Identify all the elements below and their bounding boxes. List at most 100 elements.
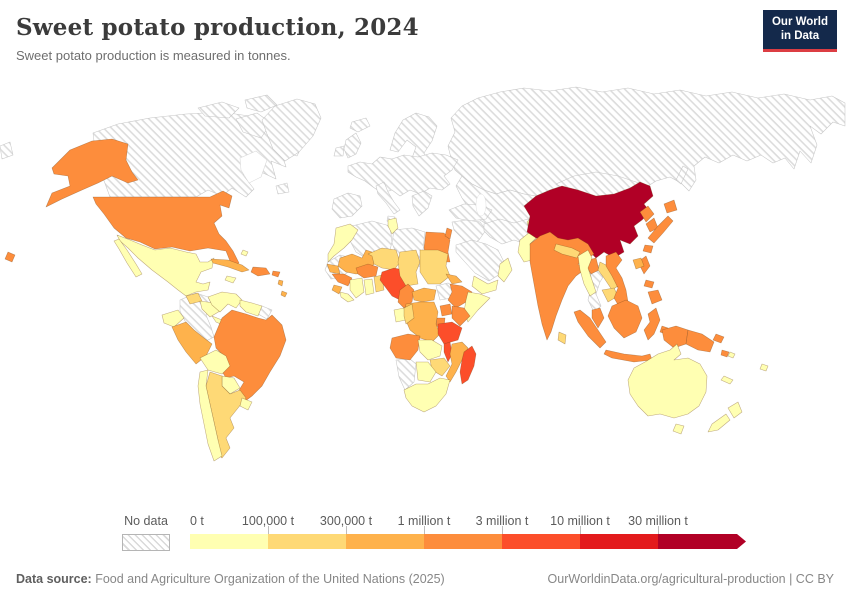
country-india[interactable] bbox=[529, 231, 595, 341]
country-morocco[interactable] bbox=[327, 223, 359, 263]
legend-no-data-swatch[interactable] bbox=[122, 534, 170, 551]
country-central-african-republic[interactable] bbox=[411, 287, 437, 303]
legend-segment-2[interactable] bbox=[268, 534, 347, 549]
country-papua-new-guinea[interactable] bbox=[685, 329, 715, 353]
country-new-zealand-north[interactable] bbox=[727, 401, 743, 419]
country-madagascar[interactable] bbox=[459, 345, 477, 385]
country-sri-lanka[interactable] bbox=[557, 331, 567, 345]
country-new-zealand-south[interactable] bbox=[707, 413, 731, 433]
country-kenya[interactable] bbox=[451, 305, 471, 327]
world-map[interactable] bbox=[0, 84, 850, 516]
country-chad[interactable] bbox=[397, 249, 421, 287]
country-lesser-antilles1[interactable] bbox=[277, 279, 284, 287]
country-indonesia-borneo[interactable] bbox=[607, 299, 643, 339]
country-burkina-faso[interactable] bbox=[355, 263, 379, 279]
country-balkans[interactable] bbox=[411, 190, 433, 217]
country-ireland[interactable] bbox=[333, 145, 345, 157]
country-italy[interactable] bbox=[375, 181, 401, 215]
country-indonesia-java[interactable] bbox=[603, 349, 653, 363]
legend-colorbar[interactable]: 0 t 100,000 t 300,000 t 1 million t 3 millio… bbox=[190, 514, 770, 550]
country-iceland[interactable] bbox=[349, 117, 371, 133]
country-malaysia[interactable] bbox=[591, 307, 605, 329]
legend-no-data[interactable]: No data bbox=[122, 514, 170, 551]
country-png-island2[interactable] bbox=[720, 349, 730, 358]
country-yemen[interactable] bbox=[471, 275, 499, 295]
country-united-kingdom[interactable] bbox=[343, 132, 362, 159]
country-mozambique[interactable] bbox=[445, 341, 469, 383]
country-tanzania[interactable] bbox=[437, 321, 463, 345]
country-mexico-baja[interactable] bbox=[113, 238, 143, 278]
country-guinea[interactable] bbox=[331, 273, 353, 287]
country-sudan[interactable] bbox=[419, 249, 451, 285]
legend-segment-6[interactable] bbox=[580, 534, 659, 549]
country-usa-alaska[interactable] bbox=[45, 138, 139, 208]
country-uganda[interactable] bbox=[439, 303, 453, 317]
country-israel[interactable] bbox=[444, 227, 453, 240]
country-oman[interactable] bbox=[497, 257, 513, 283]
country-somalia[interactable] bbox=[463, 291, 491, 323]
country-cameroon[interactable] bbox=[397, 283, 415, 309]
country-north-korea[interactable] bbox=[639, 205, 655, 223]
country-chile[interactable] bbox=[197, 369, 223, 462]
country-cuba[interactable] bbox=[210, 258, 250, 273]
country-south-africa[interactable] bbox=[403, 377, 451, 413]
country-hispaniola[interactable] bbox=[250, 266, 271, 277]
country-indonesia-sulawesi[interactable] bbox=[643, 307, 661, 341]
country-venezuela[interactable] bbox=[207, 291, 243, 313]
country-nepal[interactable] bbox=[553, 243, 581, 259]
country-canada-newfoundland[interactable] bbox=[275, 182, 290, 195]
country-indonesia-sumatra[interactable] bbox=[573, 309, 607, 349]
country-saudi-arabia[interactable] bbox=[455, 239, 505, 282]
country-japan-hokkaido[interactable] bbox=[663, 199, 678, 214]
country-russia-chukotka[interactable] bbox=[0, 141, 14, 160]
country-eritrea[interactable] bbox=[445, 273, 463, 285]
country-cote-divoire[interactable] bbox=[349, 277, 365, 299]
country-canada-arctic2[interactable] bbox=[244, 94, 278, 113]
country-taiwan[interactable] bbox=[632, 257, 645, 270]
legend-segment-1[interactable] bbox=[190, 534, 269, 549]
legend-segment-3[interactable] bbox=[346, 534, 425, 549]
country-russia[interactable] bbox=[447, 86, 846, 197]
country-lesser-antilles2[interactable] bbox=[280, 290, 288, 298]
country-solomon-islands[interactable] bbox=[727, 351, 736, 359]
country-russia-sakhalin[interactable] bbox=[675, 165, 689, 185]
country-tunisia[interactable] bbox=[387, 217, 399, 235]
country-congo[interactable] bbox=[403, 303, 415, 325]
country-levant[interactable] bbox=[451, 219, 487, 247]
country-guatemala[interactable] bbox=[185, 292, 203, 305]
country-zambia[interactable] bbox=[417, 339, 443, 361]
country-new-caledonia[interactable] bbox=[720, 375, 734, 385]
country-puerto-rico[interactable] bbox=[271, 270, 281, 278]
country-malawi[interactable] bbox=[443, 341, 453, 363]
owid-logo[interactable]: Our World in Data bbox=[762, 10, 837, 52]
country-philippines-visayas[interactable] bbox=[643, 279, 655, 289]
country-canada-arctic1[interactable] bbox=[197, 101, 240, 119]
country-png-island1[interactable] bbox=[712, 333, 725, 344]
country-iberia[interactable] bbox=[331, 192, 363, 219]
country-botswana[interactable] bbox=[415, 361, 437, 383]
country-fiji[interactable] bbox=[759, 363, 769, 372]
country-uruguay[interactable] bbox=[239, 397, 253, 411]
country-europe-mainland[interactable] bbox=[347, 152, 459, 197]
country-ecuador[interactable] bbox=[161, 309, 185, 328]
country-sierra-leone[interactable] bbox=[331, 284, 343, 295]
legend-segment-5[interactable] bbox=[502, 534, 581, 549]
country-ghana[interactable] bbox=[363, 278, 375, 296]
country-angola[interactable] bbox=[389, 333, 421, 361]
country-japan-honshu[interactable] bbox=[647, 215, 674, 244]
country-japan-kyushu[interactable] bbox=[642, 244, 654, 254]
country-usa-hawaii[interactable] bbox=[4, 251, 16, 263]
country-philippines-mindanao[interactable] bbox=[647, 289, 663, 305]
country-greenland[interactable] bbox=[261, 98, 322, 162]
legend-segment-7[interactable] bbox=[658, 534, 746, 549]
country-bahamas[interactable] bbox=[240, 249, 249, 257]
country-liberia[interactable] bbox=[339, 291, 355, 303]
country-australia-tasmania[interactable] bbox=[672, 423, 685, 435]
country-australia[interactable] bbox=[627, 343, 708, 419]
legend-segment-4[interactable] bbox=[424, 534, 503, 549]
country-mexico[interactable] bbox=[116, 234, 215, 297]
country-myanmar[interactable] bbox=[577, 249, 597, 297]
country-indonesia-westpapua[interactable] bbox=[661, 325, 689, 349]
footer-credit[interactable]: OurWorldinData.org/agricultural-producti… bbox=[547, 572, 834, 586]
country-jamaica[interactable] bbox=[224, 275, 237, 284]
